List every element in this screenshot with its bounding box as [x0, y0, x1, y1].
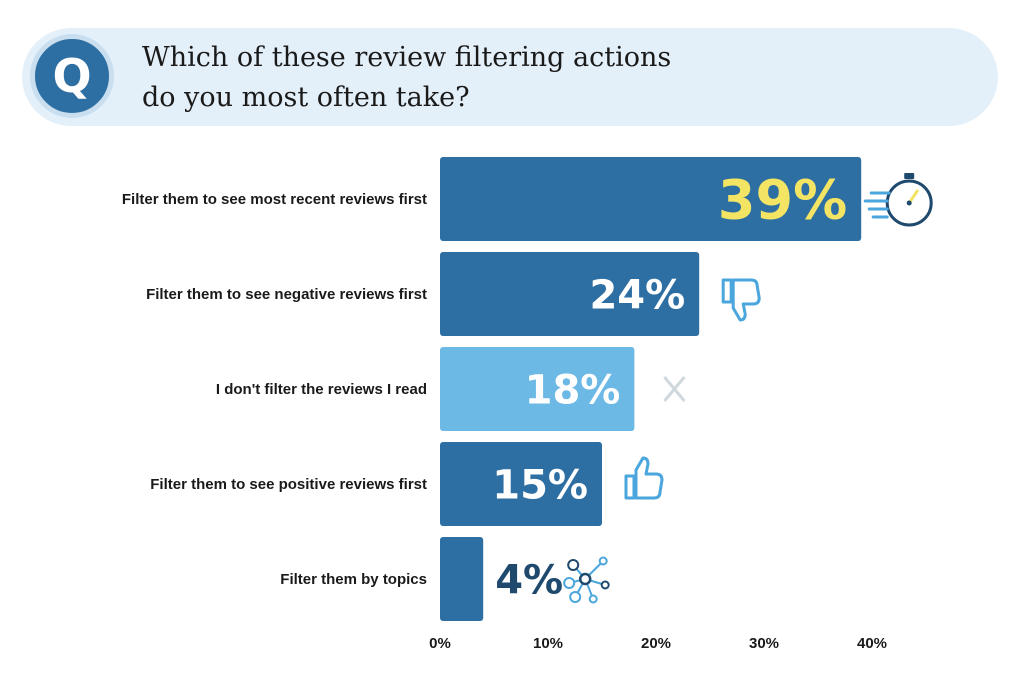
question-badge: Q	[30, 34, 114, 118]
bar	[440, 157, 862, 241]
data-label: 18%	[525, 367, 621, 413]
thumbs-up-icon	[624, 456, 664, 500]
category-label: I don't filter the reviews I read	[216, 381, 427, 398]
question-line-2: do you most often take?	[142, 82, 470, 113]
question-title: Which of these review filtering actions …	[142, 38, 842, 118]
category-label: Filter them to see most recent reviews f…	[122, 191, 427, 208]
network-icon	[563, 556, 610, 604]
x-tick-label: 0%	[429, 635, 451, 652]
category-label: Filter them by topics	[280, 571, 427, 588]
category-label: Filter them to see positive reviews firs…	[150, 476, 427, 493]
bar	[440, 537, 484, 621]
x-tick-label: 40%	[857, 635, 887, 652]
x-tick-label: 10%	[533, 635, 563, 652]
bar	[440, 252, 700, 336]
stopwatch-icon	[863, 173, 933, 227]
x-icon	[663, 376, 686, 402]
data-label: 4%	[495, 557, 563, 603]
x-tick-label: 30%	[749, 635, 779, 652]
bar	[440, 442, 602, 526]
data-label: 39%	[718, 168, 847, 231]
data-label: 24%	[589, 272, 685, 318]
question-banner	[22, 28, 998, 126]
data-label: 15%	[492, 462, 588, 508]
x-tick-label: 20%	[641, 635, 671, 652]
category-label: Filter them to see negative reviews firs…	[146, 286, 427, 303]
question-line-1: Which of these review filtering actions	[142, 42, 672, 73]
thumbs-down-icon	[721, 278, 761, 322]
bar	[440, 347, 635, 431]
